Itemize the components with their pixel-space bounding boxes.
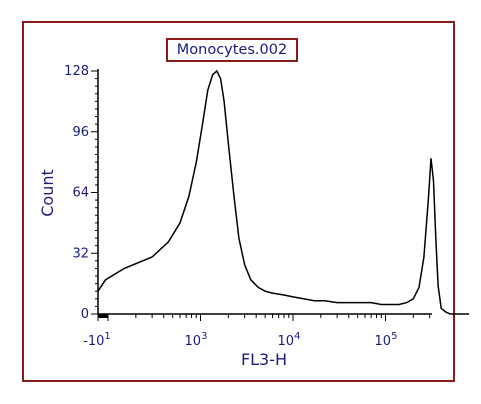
histogram-line	[97, 69, 469, 315]
y-tick-label: 64	[72, 186, 89, 201]
y-tick-label: 128	[64, 64, 89, 79]
y-tick-label: 32	[72, 246, 89, 261]
axes: 0 32 64 96 128 -101 103 104 105	[64, 64, 432, 349]
x-axis-label: FL3-H	[241, 350, 287, 369]
x-tick-label: 105	[375, 331, 398, 349]
x-tick-label: -101	[83, 331, 111, 349]
chart-frame	[22, 21, 455, 382]
y-tick-label: 96	[72, 125, 89, 140]
y-tick-label: 0	[81, 307, 89, 322]
chart-title: Monocytes.002	[166, 38, 298, 62]
y-axis-label: Count	[38, 169, 57, 217]
x-tick-label: 104	[278, 331, 301, 349]
x-tick-label: 103	[185, 331, 208, 349]
